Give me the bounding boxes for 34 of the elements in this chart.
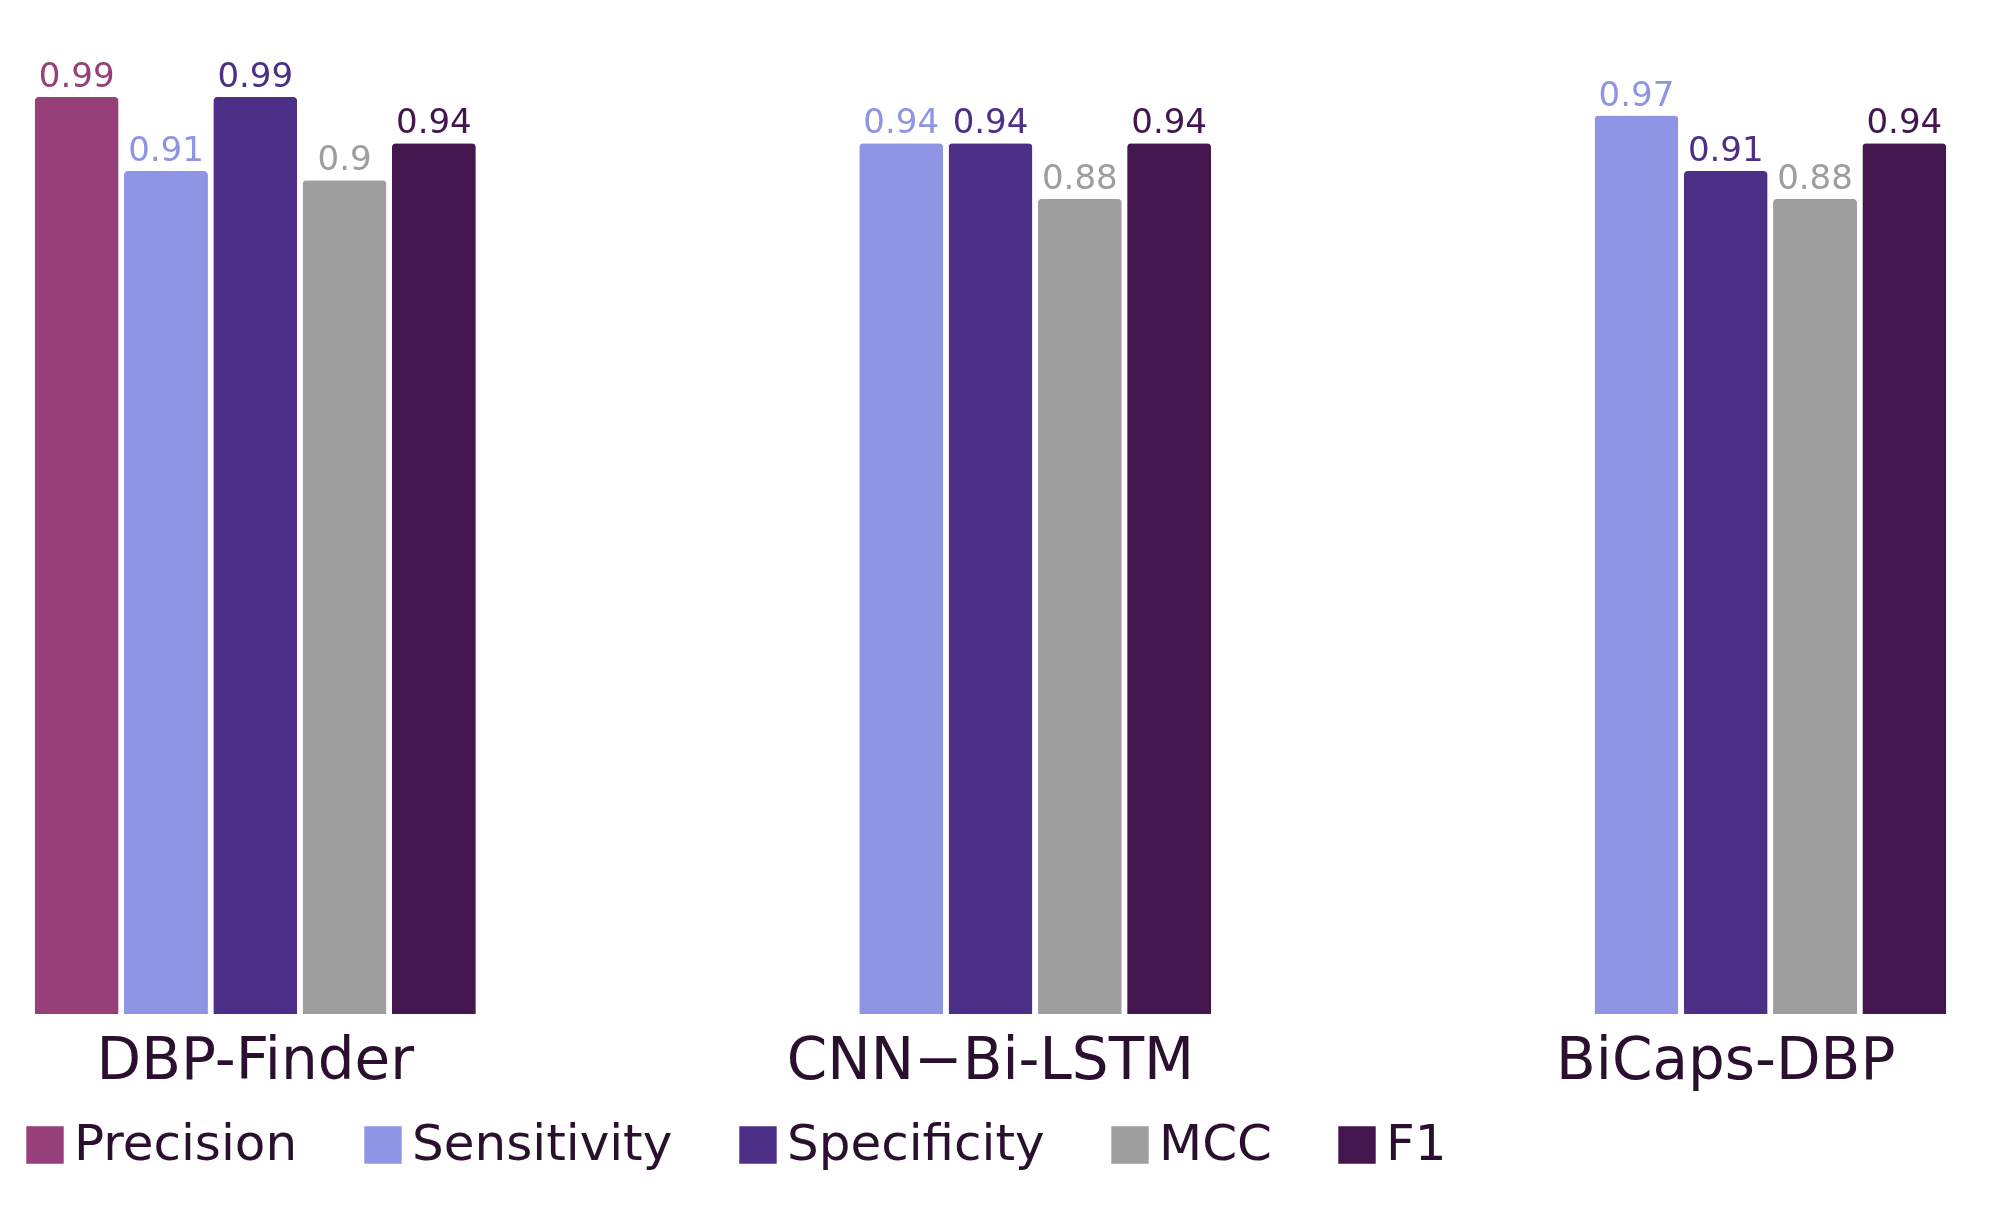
- bar: [213, 97, 298, 1014]
- data-label: 0.94: [863, 101, 940, 142]
- bar: [34, 97, 119, 1014]
- legend-label: Sensitivity: [412, 1114, 673, 1172]
- data-label: 0.97: [1598, 73, 1675, 114]
- bar: [859, 143, 944, 1014]
- data-label: 0.88: [1777, 156, 1853, 197]
- x-tick-label: CNN−Bi-LSTM: [786, 1024, 1195, 1093]
- bar: [302, 180, 387, 1014]
- legend-label: Specificity: [787, 1114, 1045, 1172]
- x-tick-label: DBP-Finder: [96, 1024, 415, 1093]
- legend-label: Precision: [74, 1114, 298, 1172]
- data-label: 0.94: [952, 101, 1029, 142]
- data-label: 0.99: [217, 55, 294, 95]
- data-label: 0.94: [396, 101, 472, 142]
- data-label: 0.94: [1131, 101, 1207, 142]
- bar: [948, 143, 1033, 1014]
- legend-label: F1: [1386, 1114, 1447, 1172]
- bar: [1683, 171, 1768, 1014]
- legend-label: MCC: [1159, 1114, 1272, 1172]
- data-label: 0.9: [317, 138, 372, 179]
- x-tick-label: BiCaps-DBP: [1556, 1024, 1896, 1093]
- bar: [1594, 115, 1679, 1014]
- data-label: 0.94: [1866, 101, 1943, 142]
- bar: [1037, 198, 1122, 1014]
- bar: [1127, 143, 1212, 1014]
- bar: [391, 143, 476, 1014]
- bar: [1773, 198, 1857, 1014]
- data-label: 0.99: [38, 55, 115, 95]
- bar: [124, 171, 208, 1014]
- data-label: 0.91: [128, 129, 204, 170]
- data-label: 0.91: [1687, 129, 1764, 170]
- data-label: 0.88: [1041, 156, 1118, 197]
- bar: [1862, 143, 1947, 1014]
